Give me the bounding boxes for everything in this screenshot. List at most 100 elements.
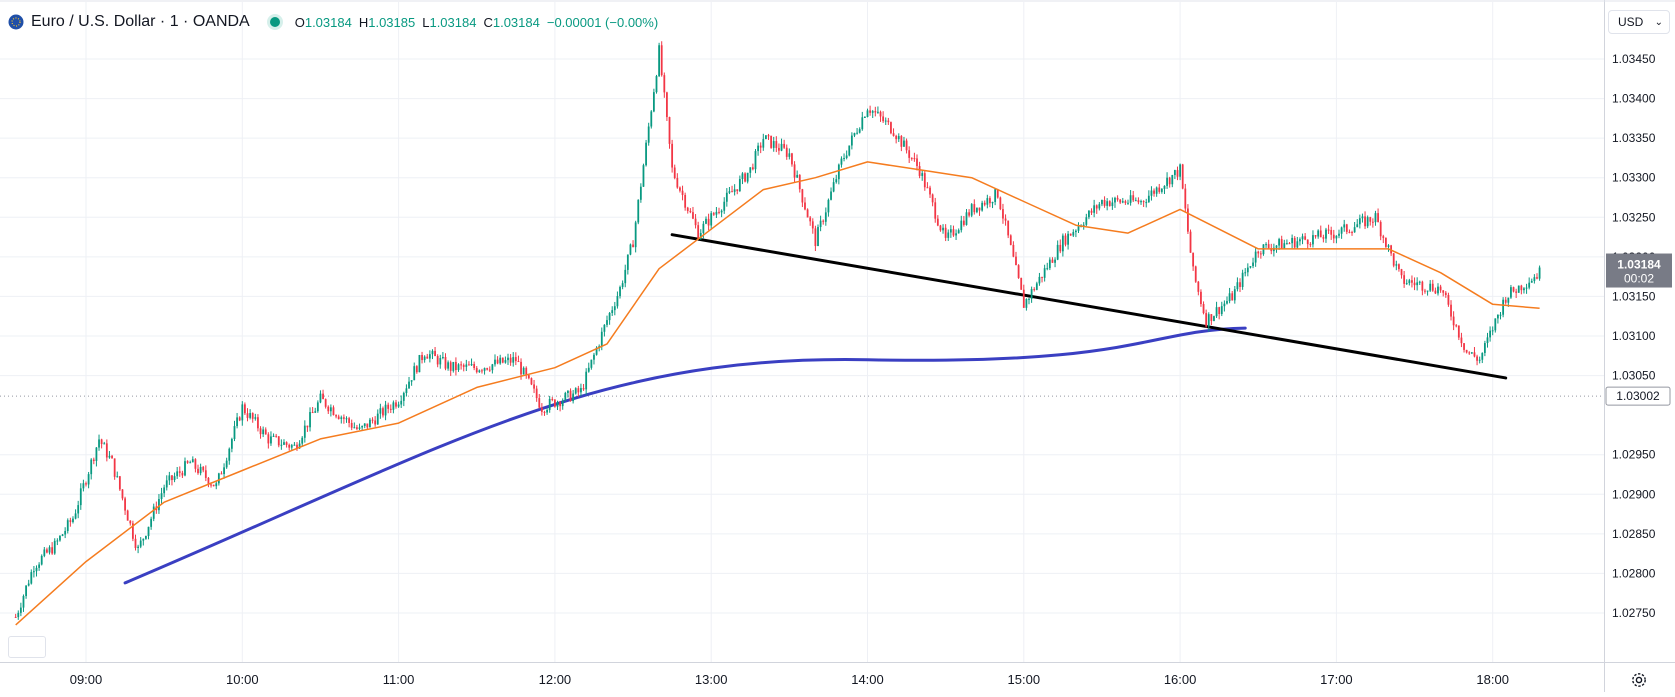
candle-body (663, 75, 666, 93)
candle-body (772, 141, 775, 148)
candle-body (910, 157, 913, 159)
price-tick-label: 1.03150 (1612, 289, 1656, 303)
candle-body (1025, 299, 1028, 308)
price-tick-label: 1.02900 (1612, 487, 1656, 501)
candle-body (1400, 269, 1403, 276)
candle-body (723, 201, 726, 211)
candle-body (1267, 244, 1270, 249)
candle-body (1103, 200, 1106, 206)
scroll-box[interactable] (8, 636, 46, 658)
candle-body (392, 402, 395, 410)
candle-body (827, 199, 830, 213)
price-tick-label: 1.03100 (1612, 329, 1656, 343)
candle-body (499, 357, 502, 364)
candle-body (371, 419, 374, 421)
candle-body (783, 143, 786, 148)
candle-body (686, 207, 689, 211)
candle-body (1465, 349, 1468, 353)
candle-body (746, 172, 749, 182)
candle-body (1335, 235, 1338, 239)
candle-body (38, 564, 41, 568)
candle-body (658, 45, 660, 77)
candle-body (642, 165, 645, 187)
candle-body (1395, 264, 1398, 266)
candle-body (1411, 280, 1413, 283)
candle-body (694, 218, 697, 226)
candle-body (1041, 276, 1043, 278)
candle-body (564, 392, 567, 401)
candle-body (989, 198, 991, 204)
candle-body (1351, 232, 1353, 234)
candle-body (892, 133, 895, 136)
candle-body (1046, 268, 1049, 270)
candle-body (345, 418, 348, 420)
candle-body (556, 402, 559, 407)
currency-selector[interactable]: USD ⌄ (1608, 10, 1670, 34)
candle-body (249, 413, 252, 418)
candle-body (186, 461, 189, 463)
candle-body (40, 555, 43, 565)
candle-body (163, 487, 166, 494)
candle-body (806, 209, 809, 218)
candle-body (986, 198, 989, 205)
candle-body (1338, 233, 1340, 236)
candle-body (1392, 253, 1395, 266)
candle-body (856, 132, 858, 134)
candle-body (56, 540, 59, 542)
candle-body (165, 480, 168, 488)
chevron-down-icon: ⌄ (1654, 16, 1663, 28)
candle-body (533, 384, 535, 389)
candle-body (87, 474, 90, 485)
candle-body (718, 211, 720, 213)
candle-body (1450, 304, 1452, 317)
candle-body (447, 362, 449, 369)
candle-body (173, 476, 176, 481)
candle-body (960, 220, 963, 231)
candle-body (72, 518, 74, 523)
candle-body (475, 368, 478, 373)
candle-body (413, 366, 416, 381)
candle-body (778, 147, 780, 151)
candle-body (517, 361, 520, 363)
trend-drawings[interactable] (123, 233, 1508, 585)
candle-body (387, 404, 390, 409)
candle-body (551, 398, 554, 400)
candle-body (1239, 282, 1241, 287)
candle-body (27, 583, 30, 586)
candle-body (770, 135, 773, 148)
candle-body (441, 356, 444, 359)
reference-price-label: 1.03002 (1616, 389, 1660, 403)
candle-body (1356, 224, 1359, 228)
candle-body (853, 133, 856, 136)
candle-body (811, 221, 814, 229)
candle-body (976, 207, 978, 213)
candle-body (191, 459, 194, 463)
candle-body (882, 116, 885, 122)
candle-body (361, 425, 364, 428)
candle-body (332, 407, 335, 416)
candle-body (444, 356, 447, 369)
candle-body (1379, 222, 1382, 237)
candle-body (1249, 266, 1252, 268)
candle-body (220, 473, 223, 475)
settings-gear-icon[interactable] (1630, 671, 1648, 689)
candle-body (46, 549, 48, 553)
candle-body (788, 153, 791, 157)
candle-body (1523, 288, 1525, 291)
candle-body (1202, 304, 1205, 314)
candle-body (421, 355, 423, 361)
candle-body (337, 416, 340, 419)
candle-body (1231, 293, 1234, 301)
candle-body (61, 534, 64, 536)
candle-body (1072, 232, 1075, 236)
candle-body (306, 425, 309, 428)
candle-body (720, 210, 723, 213)
candle-body (238, 417, 241, 421)
candle-body (1468, 352, 1471, 354)
candle-body (1512, 287, 1515, 292)
candle-body (408, 381, 410, 389)
candle-body (236, 417, 238, 427)
symbol-title[interactable]: Euro / U.S. Dollar · 1 · OANDA (31, 13, 250, 30)
